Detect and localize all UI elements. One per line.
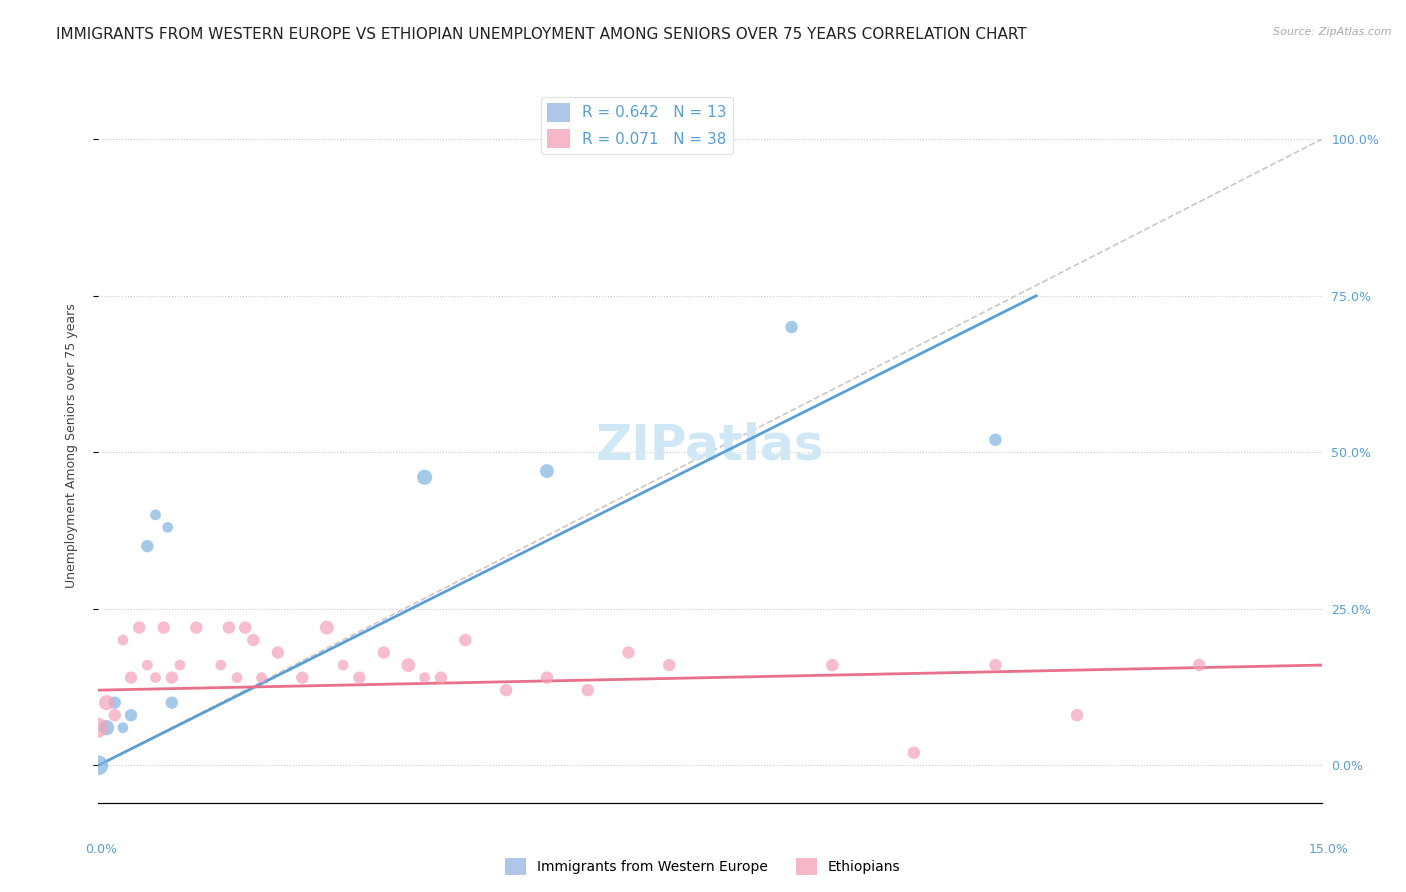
Point <box>1066 708 1088 723</box>
Point <box>111 721 134 735</box>
Point <box>413 470 436 484</box>
Point <box>96 721 118 735</box>
Point <box>128 621 150 635</box>
Point <box>617 646 640 660</box>
Text: 15.0%: 15.0% <box>1309 843 1348 856</box>
Point <box>226 671 249 685</box>
Point <box>1188 658 1211 673</box>
Point <box>87 758 110 772</box>
Point <box>233 621 256 635</box>
Point <box>291 671 314 685</box>
Legend: R = 0.642   N = 13, R = 0.071   N = 38: R = 0.642 N = 13, R = 0.071 N = 38 <box>541 97 733 154</box>
Point <box>218 621 240 635</box>
Point <box>96 696 118 710</box>
Point <box>430 671 453 685</box>
Y-axis label: Unemployment Among Seniors over 75 years: Unemployment Among Seniors over 75 years <box>65 303 77 589</box>
Point <box>152 621 174 635</box>
Point <box>373 646 395 660</box>
Point <box>169 658 191 673</box>
Point <box>111 633 134 648</box>
Point <box>349 671 371 685</box>
Point <box>413 671 436 685</box>
Point <box>87 721 110 735</box>
Point <box>821 658 844 673</box>
Point <box>120 708 142 723</box>
Point <box>160 671 183 685</box>
Text: Source: ZipAtlas.com: Source: ZipAtlas.com <box>1274 27 1392 37</box>
Text: ZIPatlas: ZIPatlas <box>596 422 824 470</box>
Text: IMMIGRANTS FROM WESTERN EUROPE VS ETHIOPIAN UNEMPLOYMENT AMONG SENIORS OVER 75 Y: IMMIGRANTS FROM WESTERN EUROPE VS ETHIOP… <box>56 27 1026 42</box>
Point <box>145 508 167 522</box>
Point <box>780 320 803 334</box>
Point <box>495 683 517 698</box>
Legend: Immigrants from Western Europe, Ethiopians: Immigrants from Western Europe, Ethiopia… <box>501 853 905 880</box>
Text: 0.0%: 0.0% <box>86 843 117 856</box>
Point <box>145 671 167 685</box>
Point <box>120 671 142 685</box>
Point <box>536 464 558 478</box>
Point <box>536 671 558 685</box>
Point <box>250 671 273 685</box>
Point <box>315 621 337 635</box>
Point <box>267 646 290 660</box>
Point <box>160 696 183 710</box>
Point <box>454 633 477 648</box>
Point <box>242 633 264 648</box>
Point <box>136 658 159 673</box>
Point <box>156 520 179 534</box>
Point <box>332 658 354 673</box>
Point <box>396 658 419 673</box>
Point <box>984 658 1007 673</box>
Point <box>903 746 925 760</box>
Point <box>104 708 127 723</box>
Point <box>209 658 232 673</box>
Point <box>104 696 127 710</box>
Point <box>576 683 599 698</box>
Point <box>186 621 208 635</box>
Point <box>984 433 1007 447</box>
Point <box>658 658 681 673</box>
Point <box>136 539 159 553</box>
